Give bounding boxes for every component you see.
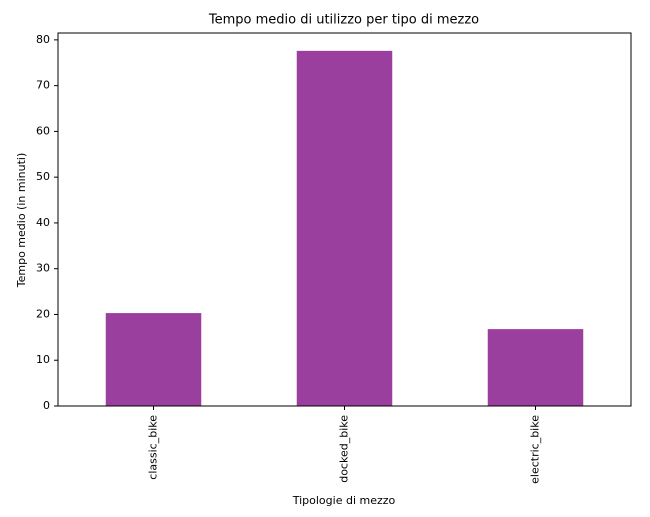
plot-frame — [57, 32, 632, 407]
y-tick-label: 60 — [36, 124, 50, 137]
y-tick-label: 30 — [36, 262, 50, 275]
y-tick-label: 0 — [43, 399, 50, 412]
chart-title: Tempo medio di utilizzo per tipo di mezz… — [208, 13, 479, 28]
y-tick-label: 20 — [36, 307, 50, 320]
y-tick-label: 10 — [36, 353, 50, 366]
y-tick-label: 50 — [36, 170, 50, 183]
y-axis-label: Tempo medio (in minuti) — [15, 153, 28, 288]
bar — [296, 50, 393, 406]
bar — [105, 313, 202, 406]
y-tick-label: 80 — [36, 33, 50, 46]
x-tick-label: electric_bike — [529, 415, 542, 484]
bar — [487, 329, 584, 406]
x-axis-label: Tipologie di mezzo — [292, 494, 396, 507]
x-tick-label: docked_bike — [338, 415, 351, 483]
x-tick-label: classic_bike — [147, 415, 160, 480]
y-tick-label: 70 — [36, 79, 50, 92]
y-tick-label: 40 — [36, 216, 50, 229]
